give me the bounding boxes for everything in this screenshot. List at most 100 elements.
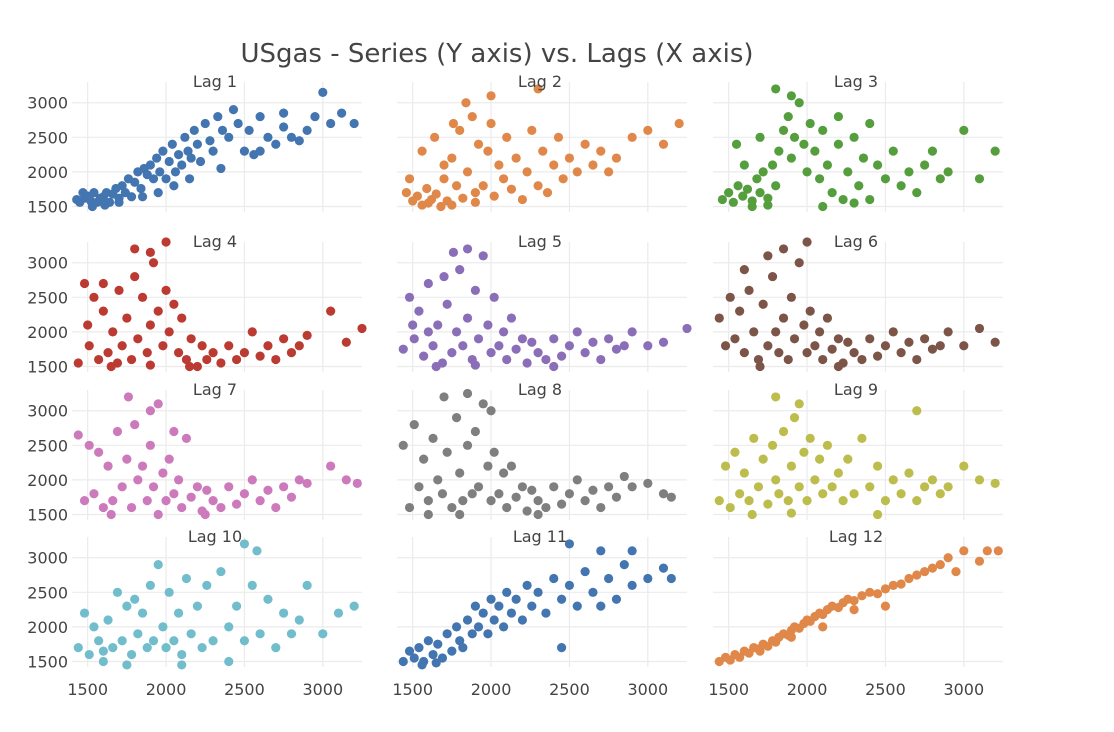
data-point [169,299,179,309]
data-point [428,649,438,660]
data-point [857,591,867,601]
data-point [192,601,203,611]
points-group [401,84,684,212]
data-point [872,461,883,471]
data-point [455,125,465,136]
data-point [158,146,168,156]
data-point [755,361,765,372]
data-point [763,499,773,509]
data-point [912,570,922,580]
data-point [517,194,528,205]
data-point [83,320,93,330]
data-point [959,461,969,471]
data-point [462,388,473,399]
data-point [735,306,745,316]
data-point [423,636,433,646]
points-group [398,388,676,520]
data-point [152,153,162,163]
data-point [935,560,945,570]
data-point [742,184,753,194]
data-point [486,118,496,129]
data-point [857,433,867,444]
data-point [108,643,118,653]
data-point [247,327,257,337]
data-point [920,160,930,170]
data-point [286,132,297,142]
data-point [455,468,465,478]
data-point [506,608,517,618]
data-point [730,334,740,344]
data-point [763,251,773,261]
data-point [857,354,867,365]
data-point [714,496,724,506]
data-point [580,496,590,506]
data-point [810,475,820,485]
y-tick-label: 2500 [27,583,68,602]
data-point [145,360,155,370]
data-point [73,358,83,368]
data-point [286,629,297,639]
data-point [767,271,778,282]
data-point [849,348,859,358]
data-point [533,509,543,520]
data-point [506,184,517,194]
data-point [108,327,118,337]
data-point [136,183,146,194]
data-point [783,354,793,365]
data-point [117,181,127,191]
data-point [725,502,735,513]
data-point [233,118,243,129]
data-point [133,475,143,485]
data-point [833,361,844,372]
data-point [437,653,448,663]
data-point [752,174,762,184]
data-point [98,306,108,316]
data-point [423,496,433,506]
data-point [145,406,155,416]
panel-9: Lag 9 [713,380,1003,520]
data-point [94,354,104,365]
data-point [84,341,94,351]
data-point [177,502,187,513]
data-point [455,636,465,646]
data-point [814,327,825,337]
data-point [216,163,226,174]
data-point [827,482,837,492]
data-point [674,118,684,129]
data-point [100,200,110,210]
data-point [858,153,869,163]
x-tick-label: 1500 [392,680,433,699]
data-point [849,605,859,615]
data-point [244,125,254,136]
data-point [294,341,304,351]
data-point [794,399,804,409]
data-point [619,560,629,570]
data-point [126,649,137,660]
data-point [943,167,953,177]
data-point [739,348,749,358]
data-point [789,132,800,142]
data-point [927,563,938,573]
data-point [197,341,207,351]
data-point [263,485,273,495]
data-point [271,354,281,365]
data-point [904,468,914,478]
x-tick-label: 2500 [865,680,906,699]
data-point [231,601,242,611]
data-point [433,475,443,485]
data-point [412,191,422,201]
data-point [458,643,468,653]
data-point [447,200,457,210]
data-point [451,622,462,632]
data-point [666,492,676,502]
panel-11: Lag 11 1500 2000 2500 3000 [392,527,687,699]
data-point [271,643,281,653]
data-point [927,344,938,354]
data-point [255,111,265,122]
data-point [943,482,953,492]
data-point [619,341,629,351]
data-point [279,108,289,118]
data-point [164,454,174,464]
data-point [865,587,875,597]
